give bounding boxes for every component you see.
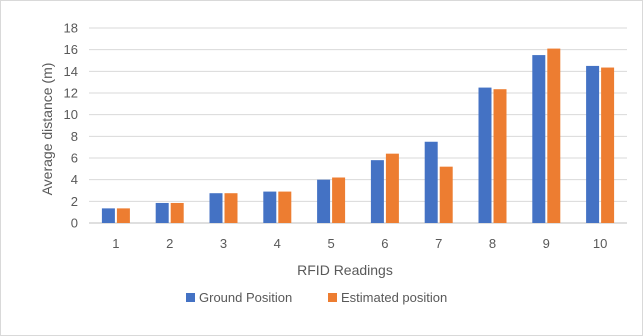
bar-ground-position-2 [155, 202, 169, 223]
x-tick-label: 1 [112, 236, 119, 251]
x-tick-label: 10 [593, 236, 607, 251]
bar-estimated-position-4 [278, 191, 292, 223]
x-tick-label: 5 [327, 236, 334, 251]
x-tick-label: 3 [220, 236, 227, 251]
x-tick-label: 4 [274, 236, 281, 251]
bar-estimated-position-9 [547, 48, 561, 224]
x-tick-label: 2 [166, 236, 173, 251]
y-tick-label: 10 [64, 107, 78, 122]
bar-estimated-position-6 [385, 153, 399, 223]
y-tick-label: 14 [64, 64, 78, 79]
bar-estimated-position-5 [332, 177, 346, 223]
bar-estimated-position-1 [116, 208, 130, 223]
x-tick-label: 8 [489, 236, 496, 251]
y-tick-label: 2 [71, 194, 78, 209]
bar-ground-position-10 [586, 65, 600, 224]
y-axis-ticks: 0 2 4 6 8 10 12 14 16 18 [64, 21, 78, 231]
x-tick-label: 7 [435, 236, 442, 251]
legend-swatch-estimated-position [328, 293, 337, 302]
bar-estimated-position-3 [224, 193, 238, 223]
gridlines [89, 27, 627, 224]
bar-ground-position-3 [209, 193, 223, 223]
y-tick-label: 6 [71, 151, 78, 166]
bar-ground-position-1 [101, 208, 115, 223]
y-tick-label: 0 [71, 216, 78, 231]
bar-estimated-position-10 [601, 67, 615, 224]
legend-label-estimated-position: Estimated position [341, 290, 447, 305]
bars [101, 48, 615, 224]
bar-ground-position-8 [478, 87, 492, 223]
x-tick-label: 6 [381, 236, 388, 251]
bar-estimated-position-8 [493, 89, 507, 223]
bar-ground-position-7 [424, 141, 438, 223]
x-axis-title: RFID Readings [297, 262, 393, 278]
y-tick-label: 4 [71, 172, 78, 187]
y-tick-label: 12 [64, 86, 78, 101]
legend-label-ground-position: Ground Position [199, 290, 292, 305]
y-tick-label: 16 [64, 42, 78, 57]
y-tick-label: 8 [71, 129, 78, 144]
bar-ground-position-5 [317, 179, 331, 223]
bar-ground-position-6 [370, 160, 384, 223]
legend: Ground Position Estimated position [186, 290, 447, 305]
legend-swatch-ground-position [186, 293, 195, 302]
bar-estimated-position-2 [170, 202, 184, 223]
x-tick-label: 9 [543, 236, 550, 251]
y-axis-title: Average distance (m) [39, 63, 55, 196]
bar-estimated-position-7 [439, 166, 453, 223]
y-tick-label: 18 [64, 21, 78, 36]
bar-ground-position-4 [263, 191, 277, 223]
bar-ground-position-9 [532, 55, 546, 224]
x-axis-ticks: 1 2 3 4 5 6 7 8 9 10 [112, 236, 607, 251]
